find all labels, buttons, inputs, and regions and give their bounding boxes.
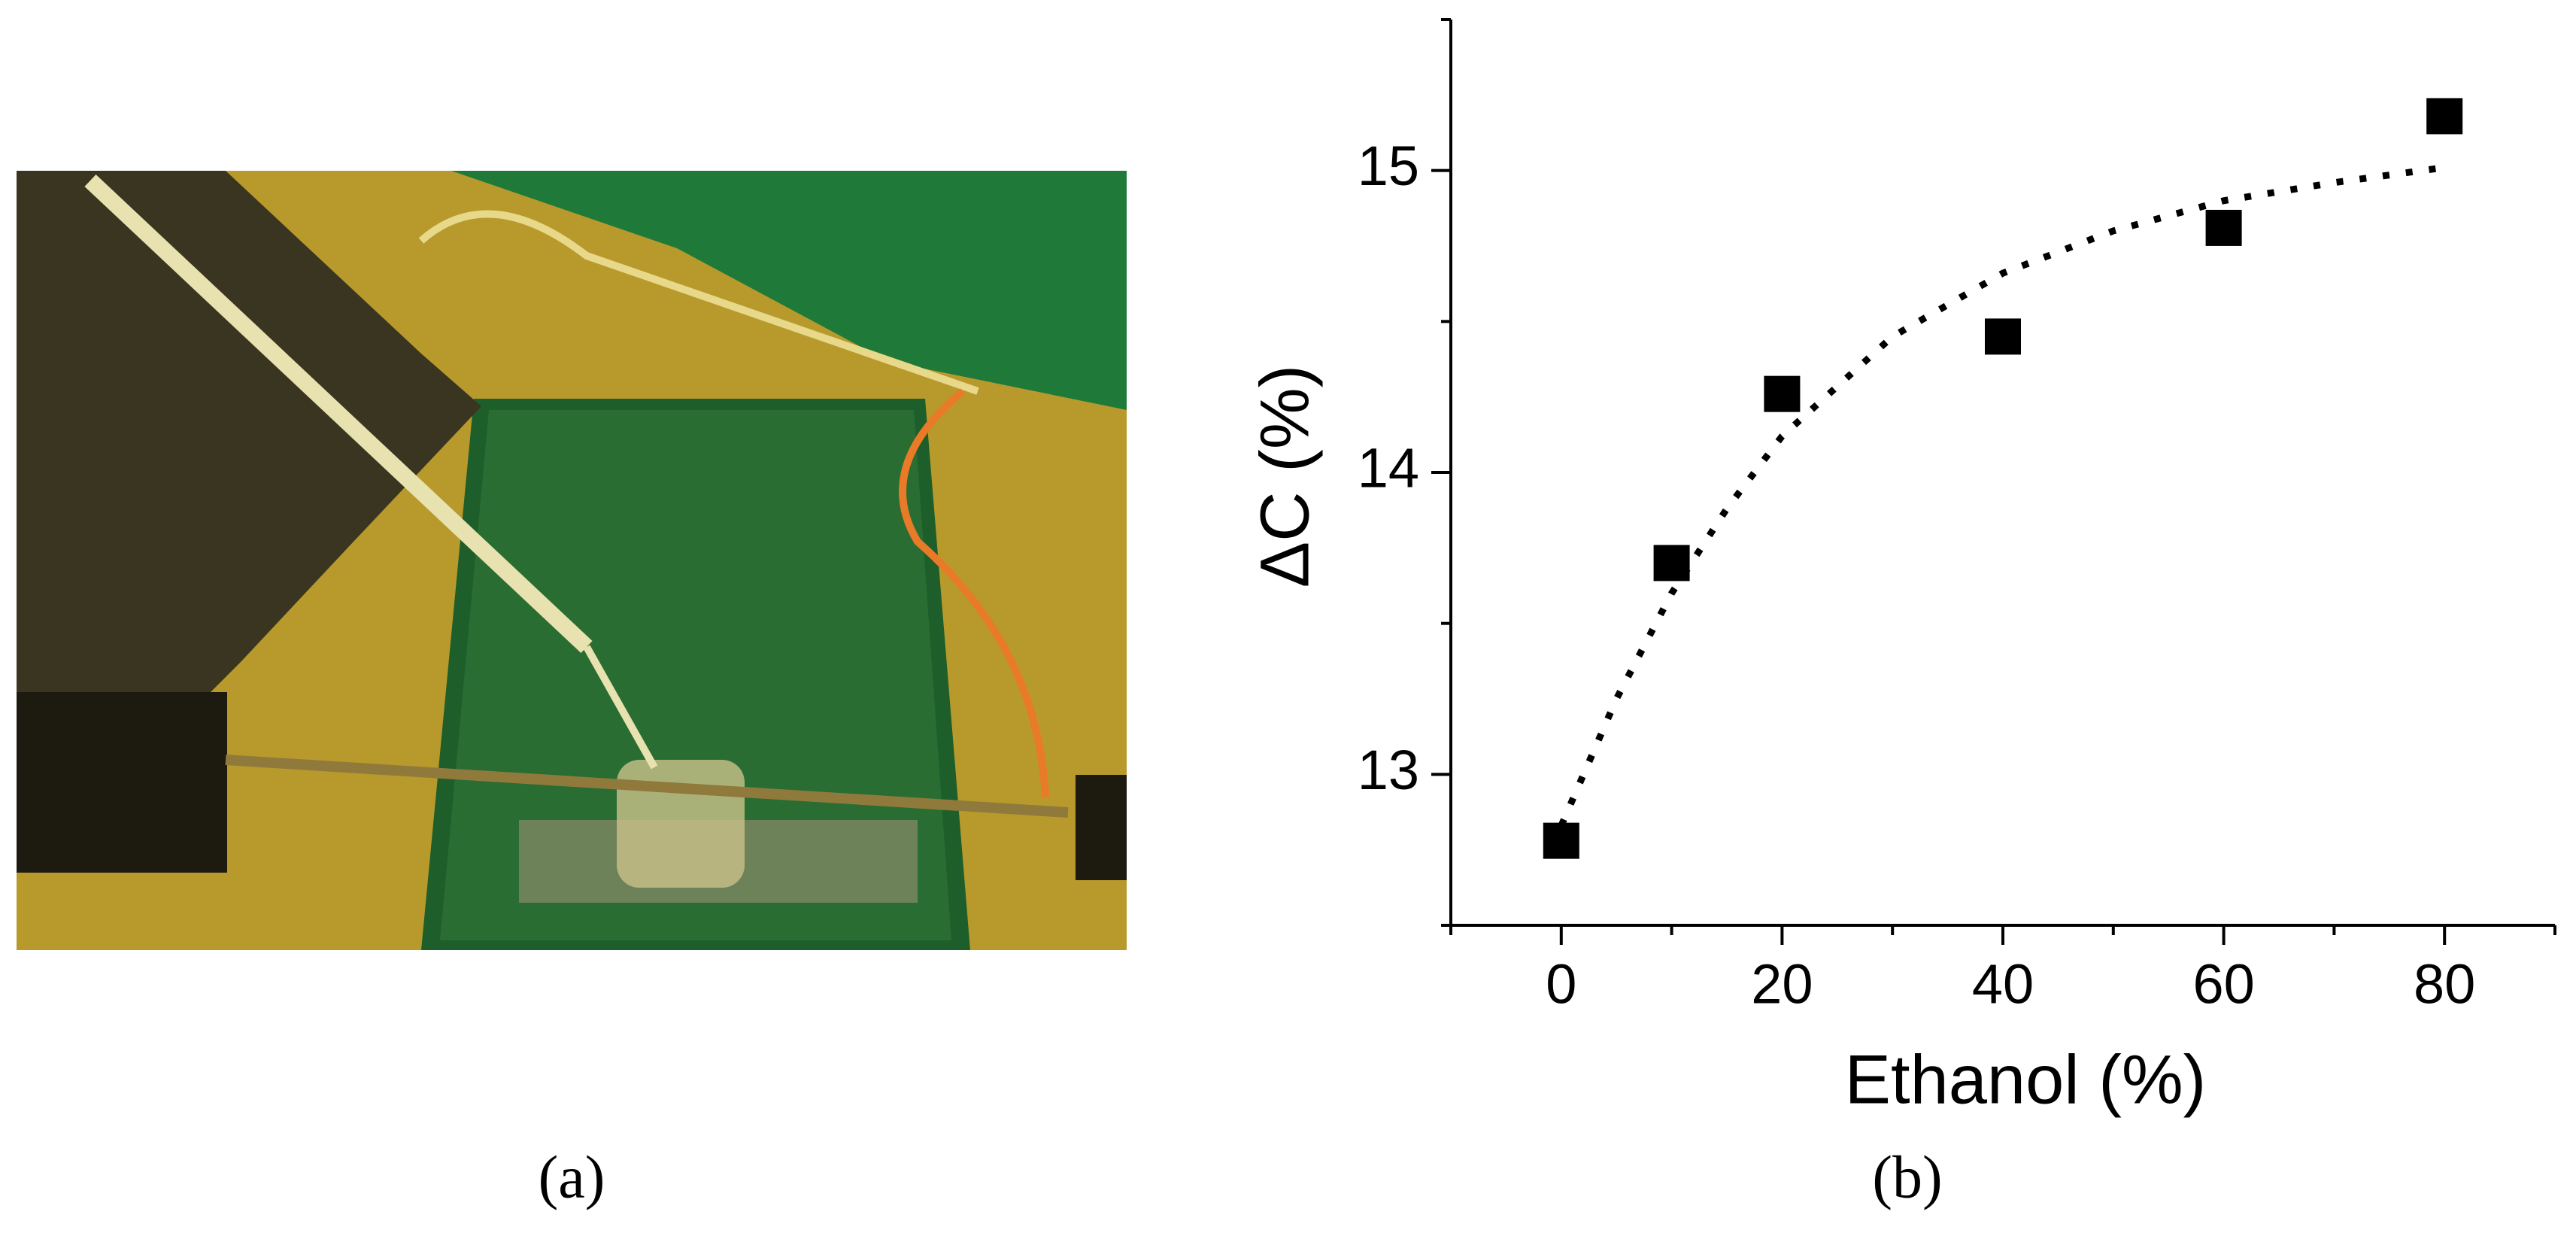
photo [17,171,1127,950]
data-point [1764,375,1801,412]
fit-line [1558,164,2445,828]
x-tick-label: 40 [1972,953,2034,1016]
chart: 13 14 15 0 20 40 60 80 Ethanol (%) ΔC (%) [1246,18,2556,1118]
data-point [1985,318,2021,355]
x-tick-label: 0 [1546,953,1576,1016]
data-point [1543,822,1579,859]
data-point [2426,98,2463,135]
x-tick-label: 60 [2192,953,2254,1016]
x-tick-label: 20 [1751,953,1813,1016]
photo-caption: (a) [539,1144,605,1210]
x-tick-label: 80 [2414,953,2475,1016]
data-point [1653,545,1690,582]
y-tick-label: 15 [1358,135,1419,197]
x-axis-title: Ethanol (%) [1845,1041,2207,1118]
chart-caption: (b) [1872,1144,1942,1210]
data-point [2205,209,2242,246]
y-tick-label: 14 [1358,437,1419,500]
y-axis-title: ΔC (%) [1246,365,1323,588]
y-tick-label: 13 [1358,739,1419,801]
